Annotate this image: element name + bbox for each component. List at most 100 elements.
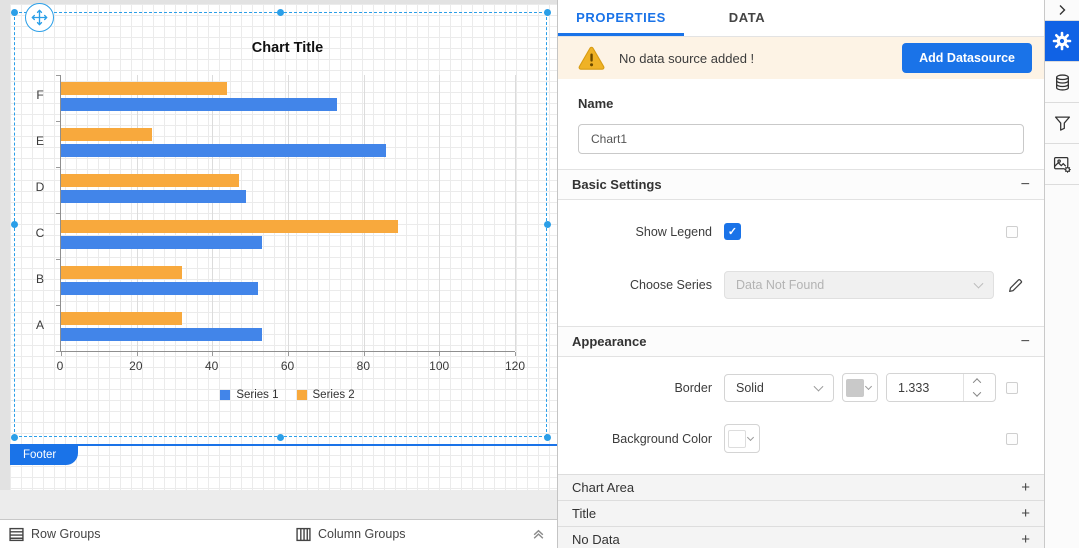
selection-handle[interactable]: [11, 221, 18, 228]
footer-divider: [10, 444, 557, 446]
section-appearance[interactable]: Appearance −: [558, 326, 1044, 357]
expression-checkbox[interactable]: [1006, 432, 1018, 445]
tab-data[interactable]: DATA: [728, 10, 766, 25]
y-axis-tick: [56, 305, 60, 306]
selection-handle[interactable]: [11, 434, 18, 441]
background-color-picker[interactable]: [724, 424, 760, 453]
filter-icon[interactable]: [1045, 103, 1079, 144]
panel-tabbar: PROPERTIES DATA: [558, 0, 1044, 37]
selection-handle[interactable]: [544, 221, 551, 228]
bar-series-1: [61, 144, 387, 157]
spinner: [963, 374, 989, 401]
warning-message: No data source added !: [619, 50, 755, 66]
y-axis-tick: [56, 351, 60, 352]
category-label: E: [35, 134, 44, 148]
legend-swatch: [220, 390, 231, 400]
background-color-row: Background Color: [558, 424, 1044, 453]
bar-series-2: [61, 82, 228, 95]
x-tick-label: 100: [429, 359, 450, 373]
show-legend-row: Show Legend: [558, 223, 1044, 240]
collapse-toggle-icon[interactable]: −: [1020, 175, 1030, 193]
gridline: [439, 75, 441, 351]
legend-label: Series 1: [236, 389, 279, 401]
border-width-input[interactable]: [887, 374, 963, 401]
toolbar-spacer: [1045, 185, 1079, 548]
gridline: [212, 75, 214, 351]
properties-content: PROPERTIES DATA No data source added ! A…: [558, 0, 1044, 548]
y-axis-tick: [56, 213, 60, 214]
expand-toggle-icon[interactable]: +: [1021, 479, 1030, 496]
category-band: B: [36, 259, 515, 305]
bar-series-2: [61, 128, 152, 141]
canvas-margin: [0, 490, 557, 519]
edit-series-pencil-icon[interactable]: [1007, 277, 1024, 294]
collapse-toggle-icon[interactable]: −: [1020, 332, 1030, 350]
chart-selection-border[interactable]: [14, 12, 547, 437]
legend-item: Series 2: [296, 389, 355, 401]
chart-legend: Series 1 Series 2: [60, 389, 515, 401]
move-handle[interactable]: [25, 3, 54, 32]
choose-series-value: Data Not Found: [736, 278, 825, 292]
plot-gridlines: [61, 75, 516, 356]
section-no-data[interactable]: No Data +: [558, 526, 1044, 548]
category-band: F: [36, 75, 515, 121]
chevron-down-icon: [864, 382, 873, 391]
row-groups-icon: [9, 527, 24, 542]
section-title-settings[interactable]: Title +: [558, 500, 1044, 526]
border-width-input-group: [886, 373, 996, 402]
chevron-down-icon: [746, 433, 755, 442]
gridline: [136, 75, 138, 351]
section-chart-area[interactable]: Chart Area +: [558, 474, 1044, 500]
groups-collapse-icon[interactable]: [532, 527, 545, 540]
datasource-warning-banner: No data source added ! Add Datasource: [558, 37, 1044, 79]
column-groups-pane: Column Groups: [296, 527, 406, 542]
y-axis-tick: [56, 121, 60, 122]
show-legend-checkbox[interactable]: [724, 223, 741, 240]
expression-checkbox[interactable]: [1006, 225, 1018, 238]
selection-handle[interactable]: [544, 9, 551, 16]
selection-handle[interactable]: [11, 9, 18, 16]
tab-properties[interactable]: PROPERTIES: [558, 0, 684, 36]
section-title: Appearance: [572, 334, 647, 349]
section-basic-settings[interactable]: Basic Settings −: [558, 169, 1044, 200]
bar-series-1: [61, 236, 262, 249]
datasource-icon[interactable]: [1045, 62, 1079, 103]
expand-toggle-icon[interactable]: +: [1021, 505, 1030, 522]
add-datasource-button[interactable]: Add Datasource: [902, 43, 1032, 73]
x-axis-tick: [136, 352, 138, 356]
expression-checkbox[interactable]: [1006, 381, 1018, 394]
right-toolbar: [1044, 0, 1079, 548]
category-band: E: [36, 121, 515, 167]
spinner-up-icon[interactable]: [964, 374, 989, 388]
image-settings-icon[interactable]: [1045, 144, 1079, 185]
bar-series-2: [61, 220, 398, 233]
expand-toggle-icon[interactable]: +: [1021, 531, 1030, 548]
spinner-down-icon[interactable]: [964, 388, 989, 402]
chart-title: Chart Title: [251, 40, 324, 56]
x-axis-tick: [363, 352, 365, 356]
y-axis-ticks: [56, 75, 515, 352]
border-style-dropdown[interactable]: Solid: [724, 373, 834, 402]
gridline: [515, 75, 516, 351]
choose-series-dropdown[interactable]: Data Not Found: [724, 271, 994, 299]
category-label: B: [35, 272, 44, 286]
name-input[interactable]: [578, 124, 1024, 154]
bar-series-2: [61, 174, 239, 187]
settings-gear-icon[interactable]: [1045, 21, 1079, 62]
footer-tab[interactable]: Footer: [10, 446, 78, 465]
column-groups-icon: [296, 527, 311, 542]
section-title: Title: [572, 506, 597, 521]
show-legend-label: Show Legend: [635, 224, 712, 239]
selection-handle[interactable]: [544, 434, 551, 441]
chevron-down-icon: [973, 278, 984, 289]
bar-series-2: [61, 312, 183, 325]
selection-handle[interactable]: [277, 9, 284, 16]
border-color-picker[interactable]: [842, 373, 878, 402]
selection-handle[interactable]: [277, 434, 284, 441]
x-axis-labels: 0 20 40 60 80 100 120: [57, 359, 525, 373]
panel-collapse-arrow-icon[interactable]: [1045, 0, 1079, 21]
gridline: [363, 75, 365, 351]
appearance-body: Border Solid: [558, 357, 1044, 474]
section-title: Chart Area: [572, 480, 635, 495]
x-tick-label: 80: [356, 359, 371, 373]
